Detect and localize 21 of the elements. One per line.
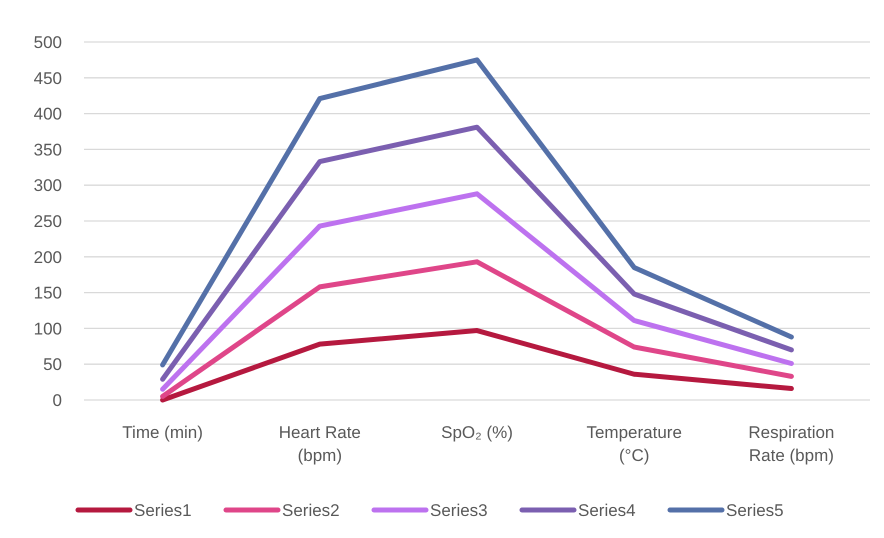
legend-label: Series5: [726, 500, 784, 520]
y-tick-label: 300: [34, 176, 62, 196]
y-tick-label: 350: [34, 140, 62, 160]
x-tick-label: Temperature (°C): [586, 423, 682, 465]
y-tick-label: 150: [34, 284, 62, 303]
y-tick-label: 0: [52, 390, 62, 410]
y-tick-label: 250: [34, 212, 62, 231]
y-tick-label: 500: [34, 32, 62, 52]
y-tick-label: 450: [34, 68, 62, 88]
legend-label: Series1: [134, 500, 192, 520]
x-tick-label: Respiration Rate (bpm): [748, 423, 834, 465]
x-tick-label: Time (min): [122, 423, 203, 442]
legend-label: Series3: [430, 500, 488, 520]
x-tick-label: SpO₂ (%): [441, 423, 513, 442]
y-tick-label: 200: [34, 248, 62, 267]
x-tick-label: Heart Rate (bpm): [278, 423, 361, 465]
legend-label: Series2: [282, 500, 340, 520]
y-tick-label: 400: [34, 104, 62, 124]
y-tick-label: 100: [34, 319, 62, 338]
legend-label: Series4: [578, 500, 636, 520]
y-tick-label: 50: [43, 355, 62, 374]
